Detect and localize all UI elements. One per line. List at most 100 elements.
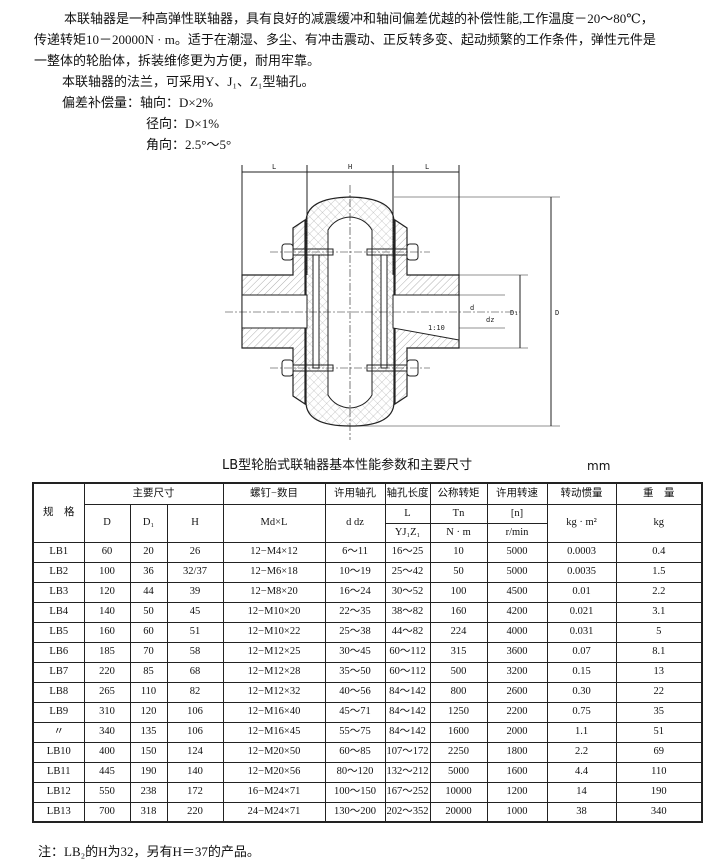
table-cell: 0.15 — [546, 661, 617, 683]
table-cell: 16～24 — [324, 581, 386, 603]
table-cell: 135 — [129, 721, 168, 743]
table-cell: 50 — [429, 561, 488, 583]
table-cell: 〃 — [32, 721, 85, 743]
table-cell: 700 — [83, 801, 131, 823]
table-row: LB5 160 60 51 12−M10×22 25～38 44～82 224 4000 0.03… — [32, 621, 703, 643]
table-cell: 58 — [166, 641, 224, 663]
table-cell: LB12 — [32, 781, 85, 803]
table-cell: 10 — [429, 541, 488, 563]
header-D: D — [83, 503, 131, 543]
table-cell: 80～120 — [324, 761, 386, 783]
table-cell: 25～38 — [324, 621, 386, 643]
table-cell: 140 — [83, 601, 131, 623]
table-cell: 12−M4×12 — [222, 541, 326, 563]
table-cell: 120 — [129, 701, 168, 723]
header-len-sub1: L — [384, 503, 431, 524]
table-cell: 84～142 — [384, 721, 431, 743]
intro-line: 偏差补偿量：轴向：D×2% — [62, 95, 214, 110]
table-cell: LB5 — [32, 621, 85, 643]
table-cell: 100～150 — [324, 781, 386, 803]
table-cell: 100 — [429, 581, 488, 603]
table-cell: 38～82 — [384, 601, 431, 623]
table-cell: 5000 — [486, 541, 548, 563]
table-cell: 0.4 — [615, 541, 703, 563]
table-cell: 40～56 — [324, 681, 386, 703]
table-cell: 60～112 — [384, 661, 431, 683]
dim-L-left: L — [272, 163, 276, 171]
table-cell: LB10 — [32, 741, 85, 763]
table-title: LB型轮胎式联轴器基本性能参数和主要尺寸 — [222, 458, 473, 473]
table-cell: 4.4 — [546, 761, 617, 783]
table-cell: 12−M6×18 — [222, 561, 326, 583]
table-cell: LB4 — [32, 601, 85, 623]
table-cell: 4200 — [486, 601, 548, 623]
table-cell: LB9 — [32, 701, 85, 723]
table-cell: 4500 — [486, 581, 548, 603]
table-cell: 12−M16×40 — [222, 701, 326, 723]
header-torque-sub2: N · m — [429, 522, 488, 543]
table-cell: 60～85 — [324, 741, 386, 763]
table-cell: 318 — [129, 801, 168, 823]
table-row: LB8 265 110 82 12−M12×32 40～56 84～142 800 2600 0.… — [32, 681, 703, 703]
intro-line: 角向：2.5°～5° — [146, 137, 232, 152]
table-row: LB11 445 190 140 12−M20×56 80～120 132～212 5000 1… — [32, 761, 703, 783]
table-cell: 10000 — [429, 781, 488, 803]
table-cell: 190 — [615, 781, 703, 803]
table-cell: 85 — [129, 661, 168, 683]
table-cell: 340 — [83, 721, 131, 743]
table-cell: 12−M10×22 — [222, 621, 326, 643]
table-cell: 1250 — [429, 701, 488, 723]
header-D1: D₁ — [129, 503, 168, 543]
table-cell: 315 — [429, 641, 488, 663]
table-cell: 1600 — [429, 721, 488, 743]
table-cell: 3600 — [486, 641, 548, 663]
table-cell: 8.1 — [615, 641, 703, 663]
table-cell: LB11 — [32, 761, 85, 783]
table-cell: 110 — [615, 761, 703, 783]
header-torque: 公称转矩 — [429, 482, 488, 505]
table-row: 〃 340 135 106 12−M16×45 55～75 84～142 1600 2000 1.… — [32, 721, 703, 743]
table-cell: 2.2 — [615, 581, 703, 603]
table-cell: 107～172 — [384, 741, 431, 763]
header-spec: 规 格 — [32, 482, 85, 543]
table-row: LB7 220 85 68 12−M12×28 35～50 60～112 500 3200 0.1… — [32, 661, 703, 683]
dim-dz: dz — [486, 316, 494, 324]
table-cell: 400 — [83, 741, 131, 763]
table-cell: 1.1 — [546, 721, 617, 743]
table-cell: 12−M12×28 — [222, 661, 326, 683]
table-row: LB12 550 238 172 16−M24×71 100～150 167～252 1000… — [32, 781, 703, 803]
table-cell: 84～142 — [384, 701, 431, 723]
table-cell: LB8 — [32, 681, 85, 703]
table-cell: LB7 — [32, 661, 85, 683]
table-cell: 224 — [429, 621, 488, 643]
table-cell: 160 — [83, 621, 131, 643]
table-cell: 550 — [83, 781, 131, 803]
table-cell: 39 — [166, 581, 224, 603]
header-speed-sub1: [n] — [486, 503, 548, 524]
header-H: H — [166, 503, 224, 543]
table-cell: 1800 — [486, 741, 548, 763]
table-cell: 60 — [83, 541, 131, 563]
taper-label: 1:10 — [428, 324, 445, 332]
intro-line: 本联轴器的法兰，可采用Y、J₁、Z₁型轴孔。 — [62, 74, 315, 89]
table-cell: 1.5 — [615, 561, 703, 583]
table-cell: 35～50 — [324, 661, 386, 683]
table-cell: 0.01 — [546, 581, 617, 603]
table-cell: 68 — [166, 661, 224, 683]
coupling-drawing: L H L D D₁ d dz 1:10 — [225, 163, 560, 440]
table-cell: 0.07 — [546, 641, 617, 663]
table-cell: 2.2 — [546, 741, 617, 763]
table-cell: 70 — [129, 641, 168, 663]
table-cell: 25～42 — [384, 561, 431, 583]
header-main-dims: 主要尺寸 — [83, 482, 224, 505]
table-cell: 45 — [166, 601, 224, 623]
table-cell: 140 — [166, 761, 224, 783]
intro-line: 本联轴器是一种高弹性联轴器，具有良好的减震缓冲和轴间偏差优越的补偿性能,工作温度… — [64, 11, 654, 26]
header-weight-sub: kg — [615, 503, 703, 543]
header-weight: 重 量 — [615, 482, 703, 505]
table-cell: 60～112 — [384, 641, 431, 663]
header-bolt: 螺钉−数目 — [222, 482, 326, 505]
table-cell: 2000 — [486, 721, 548, 743]
table-cell: 22～35 — [324, 601, 386, 623]
table-cell: 30～45 — [324, 641, 386, 663]
